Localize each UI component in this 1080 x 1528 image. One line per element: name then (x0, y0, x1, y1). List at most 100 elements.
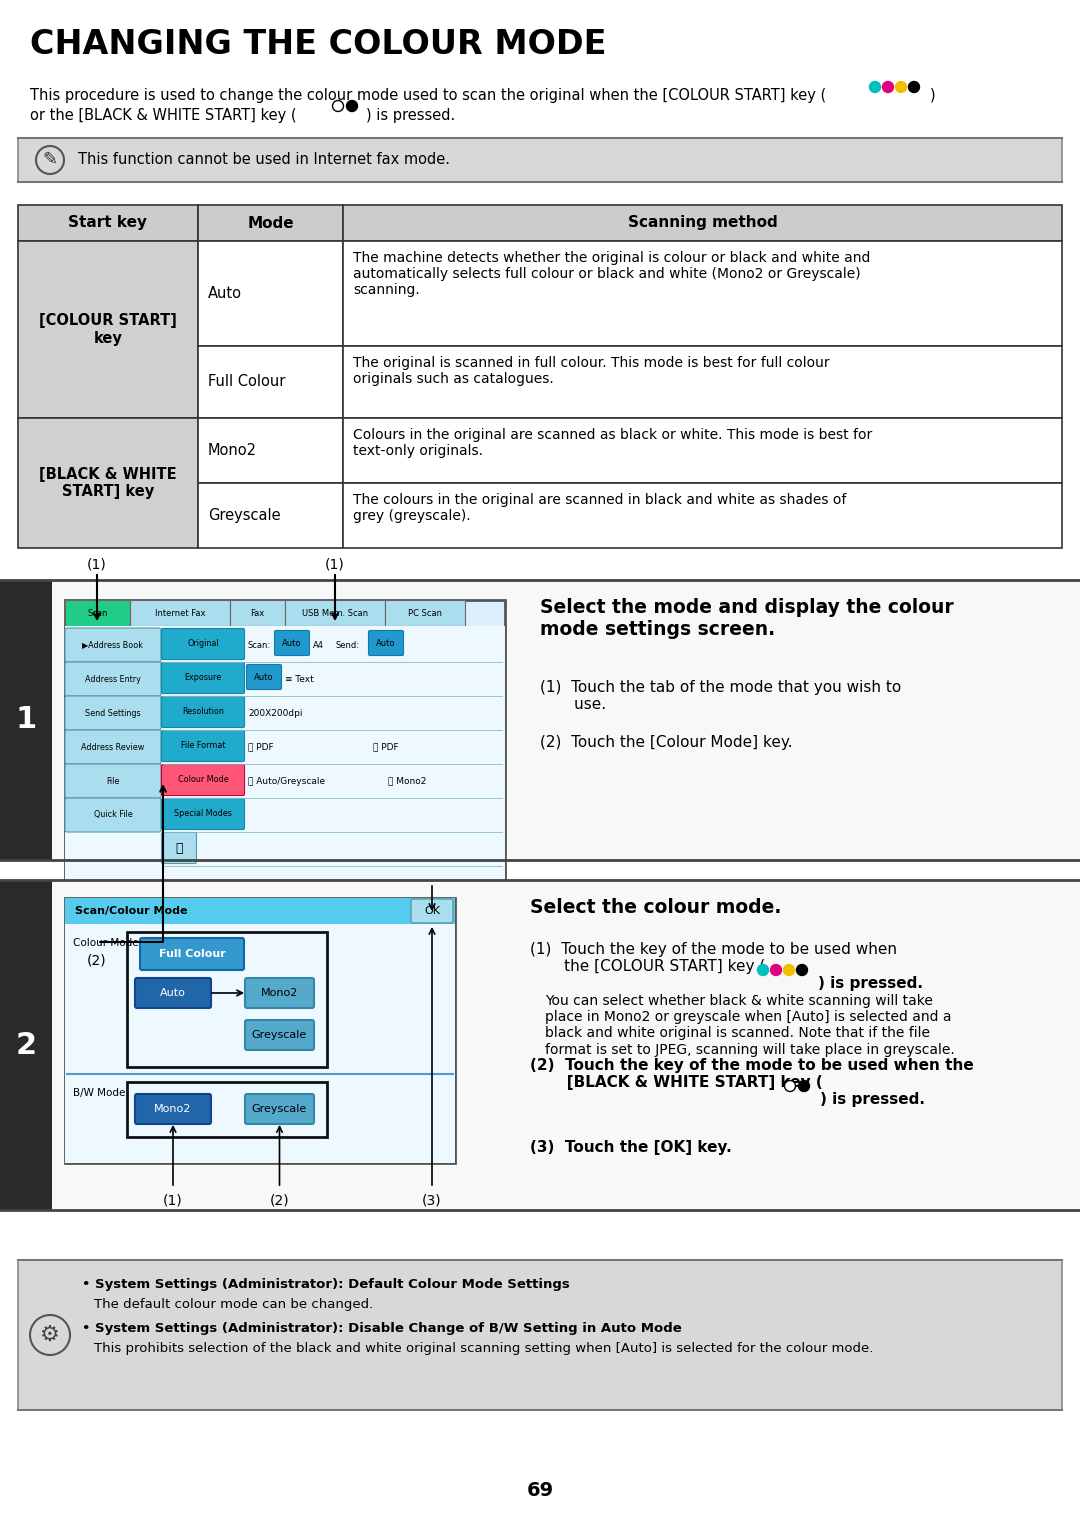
FancyBboxPatch shape (18, 241, 198, 419)
FancyBboxPatch shape (162, 799, 244, 830)
FancyBboxPatch shape (198, 419, 343, 483)
FancyBboxPatch shape (162, 697, 244, 727)
Text: Start key: Start key (68, 215, 148, 231)
Text: Greyscale: Greyscale (208, 507, 281, 523)
Text: PC Scan: PC Scan (408, 608, 442, 617)
FancyBboxPatch shape (18, 1261, 1062, 1410)
Text: • System Settings (Administrator): Default Colour Mode Settings: • System Settings (Administrator): Defau… (82, 1277, 570, 1291)
Text: (3): (3) (422, 1193, 442, 1207)
Text: File Format: File Format (180, 741, 226, 750)
FancyBboxPatch shape (65, 898, 455, 1163)
Text: 📄 PDF: 📄 PDF (373, 743, 399, 752)
Circle shape (784, 1080, 796, 1091)
FancyBboxPatch shape (0, 581, 52, 860)
FancyBboxPatch shape (162, 730, 244, 761)
Circle shape (36, 147, 64, 174)
Text: (3)  Touch the [OK] key.: (3) Touch the [OK] key. (530, 1140, 732, 1155)
Text: (1): (1) (325, 558, 345, 571)
Text: Resolution: Resolution (183, 707, 224, 717)
Text: (2): (2) (270, 1193, 289, 1207)
FancyBboxPatch shape (65, 798, 161, 833)
FancyBboxPatch shape (140, 938, 244, 970)
Text: Colour Mode: Colour Mode (177, 776, 228, 784)
Text: 1: 1 (15, 706, 37, 735)
FancyBboxPatch shape (285, 601, 384, 626)
FancyBboxPatch shape (65, 628, 161, 662)
Text: ) is pressed.: ) is pressed. (366, 108, 456, 122)
FancyBboxPatch shape (245, 1021, 314, 1050)
Circle shape (882, 81, 893, 93)
Text: Fax: Fax (251, 608, 265, 617)
Text: (1): (1) (163, 1193, 183, 1207)
Text: Full Colour: Full Colour (208, 374, 285, 390)
Text: Select the mode and display the colour
mode settings screen.: Select the mode and display the colour m… (540, 597, 954, 639)
Text: (1): (1) (87, 558, 107, 571)
Text: Address Entry: Address Entry (85, 674, 140, 683)
FancyBboxPatch shape (18, 138, 1062, 182)
FancyBboxPatch shape (0, 880, 52, 1210)
FancyBboxPatch shape (65, 662, 161, 695)
Text: Internet Fax: Internet Fax (154, 608, 205, 617)
FancyBboxPatch shape (198, 241, 343, 345)
Text: Scan:: Scan: (248, 640, 271, 649)
Circle shape (895, 81, 906, 93)
Circle shape (869, 81, 880, 93)
Text: Scan/Colour Mode: Scan/Colour Mode (75, 906, 188, 915)
Text: Auto: Auto (208, 286, 242, 301)
Circle shape (798, 1080, 810, 1091)
Text: Auto: Auto (254, 672, 273, 681)
FancyBboxPatch shape (65, 601, 505, 911)
Text: Full Colour: Full Colour (159, 949, 226, 960)
Text: Greyscale: Greyscale (252, 1105, 307, 1114)
FancyBboxPatch shape (65, 695, 161, 730)
Text: 📄 Mono2: 📄 Mono2 (388, 776, 427, 785)
Text: • System Settings (Administrator): Disable Change of B/W Setting in Auto Mode: • System Settings (Administrator): Disab… (82, 1322, 681, 1335)
FancyBboxPatch shape (411, 898, 453, 923)
FancyBboxPatch shape (343, 345, 1062, 419)
Text: Mode: Mode (247, 215, 294, 231)
FancyBboxPatch shape (52, 581, 1080, 860)
FancyBboxPatch shape (65, 626, 505, 911)
Text: The original is scanned in full colour. This mode is best for full colour
origin: The original is scanned in full colour. … (353, 356, 829, 387)
FancyBboxPatch shape (135, 978, 211, 1008)
Text: ▶Address Book: ▶Address Book (82, 640, 144, 649)
Text: Send:: Send: (335, 640, 359, 649)
FancyBboxPatch shape (18, 205, 198, 241)
FancyBboxPatch shape (135, 1094, 211, 1125)
Text: 69: 69 (526, 1481, 554, 1499)
Circle shape (770, 964, 782, 975)
Circle shape (797, 964, 808, 975)
Text: Exposure: Exposure (185, 674, 221, 683)
Text: OK: OK (424, 906, 440, 915)
FancyBboxPatch shape (343, 205, 1062, 241)
FancyBboxPatch shape (198, 345, 343, 419)
FancyBboxPatch shape (246, 665, 282, 689)
FancyBboxPatch shape (343, 419, 1062, 483)
Text: ≡ Text: ≡ Text (285, 674, 314, 683)
Text: [BLACK & WHITE
START] key: [BLACK & WHITE START] key (39, 466, 177, 500)
Text: File: File (106, 776, 120, 785)
Text: Auto: Auto (282, 639, 301, 648)
Text: You can select whether black & white scanning will take
place in Mono2 or greysc: You can select whether black & white sca… (545, 995, 955, 1056)
FancyBboxPatch shape (162, 663, 244, 694)
FancyBboxPatch shape (65, 601, 130, 626)
Text: (1)  Touch the tab of the mode that you wish to
       use.: (1) Touch the tab of the mode that you w… (540, 680, 901, 712)
FancyBboxPatch shape (18, 419, 198, 549)
Circle shape (757, 964, 769, 975)
Circle shape (783, 964, 795, 975)
Text: 200X200dpi: 200X200dpi (248, 709, 302, 718)
FancyBboxPatch shape (65, 898, 455, 924)
Text: (2): (2) (87, 953, 107, 969)
Text: ) is pressed.: ) is pressed. (820, 1093, 924, 1106)
Text: The machine detects whether the original is colour or black and white and
automa: The machine detects whether the original… (353, 251, 870, 298)
Text: Address Review: Address Review (81, 743, 145, 752)
FancyBboxPatch shape (343, 241, 1062, 345)
FancyBboxPatch shape (245, 978, 314, 1008)
FancyBboxPatch shape (162, 764, 244, 796)
Circle shape (908, 81, 919, 93)
FancyBboxPatch shape (65, 730, 161, 764)
Text: This function cannot be used in Internet fax mode.: This function cannot be used in Internet… (78, 153, 450, 168)
Text: Scan: Scan (87, 608, 108, 617)
FancyBboxPatch shape (245, 1094, 314, 1125)
Text: Original: Original (187, 640, 219, 648)
